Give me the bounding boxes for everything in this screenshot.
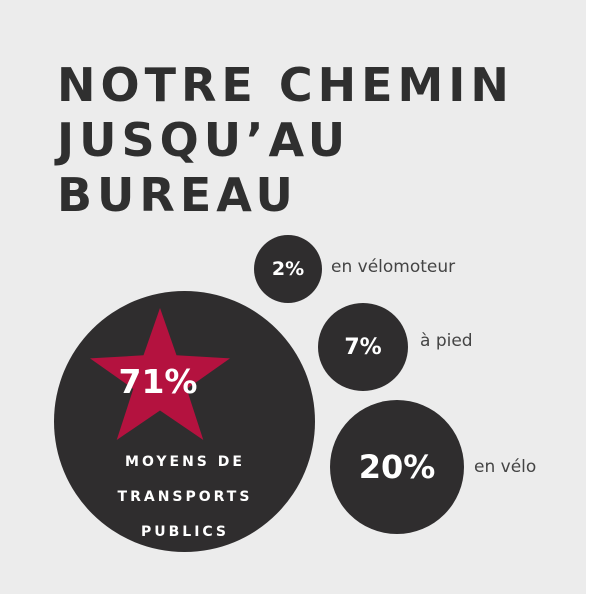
- title-line-1: NOTRE CHEMIN: [57, 58, 514, 112]
- title-line-2: JUSQU’AU: [57, 113, 351, 167]
- stat-value-velo: 20%: [358, 448, 436, 486]
- stat-value-velomoteur: 2%: [271, 258, 305, 280]
- infographic-title: NOTRE CHEMIN JUSQU’AU BUREAU: [57, 58, 514, 223]
- stat-label-transports: MOYENS DE TRANSPORTS PUBLICS: [90, 445, 280, 550]
- star-icon: [90, 308, 230, 440]
- stat-label-transports-line-3: PUBLICS: [140, 524, 230, 540]
- stat-circle-velomoteur: 2%: [254, 235, 322, 303]
- stat-label-velomoteur: en vélomoteur: [331, 257, 456, 277]
- stat-label-transports-line-2: TRANSPORTS: [117, 489, 253, 505]
- stat-label-pied: à pied: [420, 331, 473, 351]
- star-shape: [90, 308, 230, 440]
- stat-value-transports: 71%: [118, 362, 198, 401]
- stat-circle-velo: 20%: [330, 400, 464, 534]
- stat-value-pied: 7%: [344, 334, 382, 360]
- stat-label-transports-line-1: MOYENS DE: [125, 454, 245, 470]
- stat-label-velo: en vélo: [474, 457, 537, 477]
- title-line-3: BUREAU: [57, 168, 298, 222]
- stat-circle-pied: 7%: [318, 303, 408, 391]
